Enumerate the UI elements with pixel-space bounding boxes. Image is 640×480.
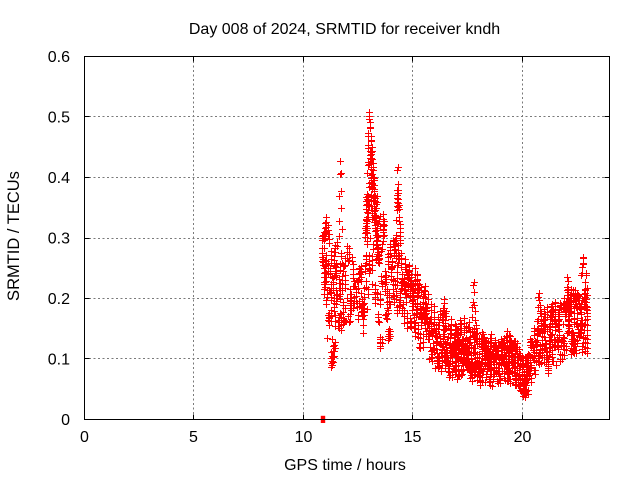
svg-text:10: 10 [295,429,313,446]
svg-text:15: 15 [404,429,422,446]
svg-text:Day 008 of 2024, SRMTID for re: Day 008 of 2024, SRMTID for receiver knd… [189,21,500,38]
svg-text:5: 5 [189,429,198,446]
svg-text:0.6: 0.6 [48,49,70,66]
svg-text:0: 0 [80,429,89,446]
svg-text:SRMTID / TECUs: SRMTID / TECUs [5,171,23,301]
svg-text:20: 20 [514,429,532,446]
svg-text:0.3: 0.3 [48,230,70,247]
svg-text:0.4: 0.4 [48,170,70,187]
svg-text:GPS time / hours: GPS time / hours [284,457,406,474]
svg-text:0: 0 [61,412,70,429]
svg-text:0.5: 0.5 [48,109,70,126]
svg-text:0.1: 0.1 [48,351,70,368]
svg-text:0.2: 0.2 [48,291,70,308]
